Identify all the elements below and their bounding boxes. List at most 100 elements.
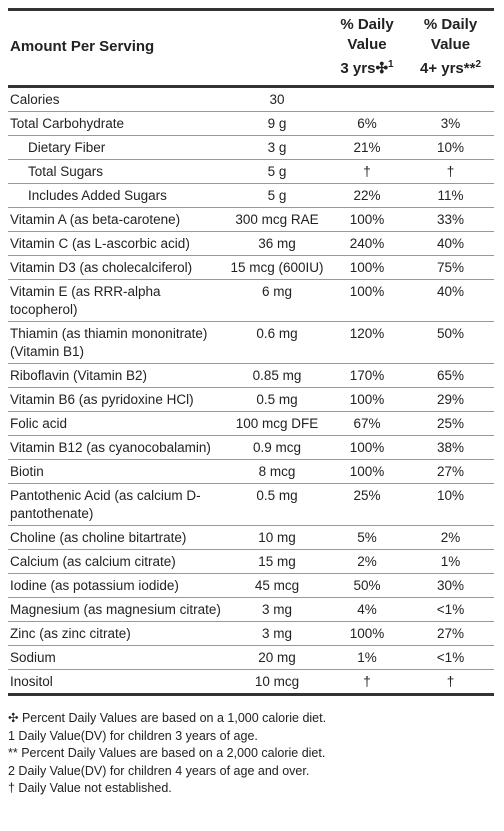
- supplement-facts: Amount Per Serving % Daily Value 3 yrs✣ 1 …: [8, 8, 494, 798]
- nutrient-row: Dietary Fiber 3 g 21% 10%: [8, 135, 494, 160]
- nutrient-name: Biotin: [8, 459, 227, 484]
- nutrient-amount: 5 g: [227, 159, 327, 184]
- daily-value: 120%: [327, 321, 407, 364]
- nutrient-name: Pantothenic Acid (as calcium D-pantothen…: [8, 483, 227, 526]
- nutrient-name: Choline (as choline bitartrate): [8, 525, 227, 550]
- nutrient-name: Total Carbohydrate: [8, 111, 227, 136]
- nutrient-amount: 3 g: [227, 135, 327, 160]
- nutrient-row: Riboflavin (Vitamin B2) 0.85 mg 170% 65%: [8, 363, 494, 388]
- nutrient-amount: 36 mg: [227, 231, 327, 256]
- daily-value: 100%: [327, 459, 407, 484]
- footnote: ✣ Percent Daily Values are based on a 1,…: [8, 711, 327, 725]
- dv-title: % Daily Value: [340, 16, 394, 53]
- nutrient-row: Total Carbohydrate 9 g 6% 3%: [8, 111, 494, 136]
- nutrient-row: Vitamin D3 (as cholecalciferol) 15 mcg (6…: [8, 255, 494, 280]
- nutrient-row: Pantothenic Acid (as calcium D-pantothen…: [8, 483, 494, 526]
- daily-value: 27%: [407, 621, 494, 646]
- nutrient-amount: 300 mcg RAE: [227, 207, 327, 232]
- nutrient-name: Dietary Fiber: [8, 135, 227, 160]
- nutrient-amount: 3 mg: [227, 621, 327, 646]
- nutrient-amount: 30: [227, 86, 327, 112]
- nutrient-name: Includes Added Sugars: [8, 183, 227, 208]
- daily-value: 2%: [407, 525, 494, 550]
- amount-header: Amount Per Serving: [8, 8, 227, 88]
- daily-value: [407, 86, 494, 112]
- daily-value: 100%: [327, 279, 407, 322]
- nutrient-row: Sodium 20 mg 1% <1%: [8, 645, 494, 670]
- nutrient-name: Calcium (as calcium citrate): [8, 549, 227, 574]
- nutrient-row: Folic acid 100 mcg DFE 67% 25%: [8, 411, 494, 436]
- nutrient-row: Thiamin (as thiamin mononitrate) (Vitami…: [8, 321, 494, 364]
- nutrient-row: Inositol 10 mcg † †: [8, 669, 494, 696]
- daily-value: 50%: [407, 321, 494, 364]
- nutrient-row: Vitamin E (as RRR-alpha tocopherol) 6 mg 1…: [8, 279, 494, 322]
- daily-value: 38%: [407, 435, 494, 460]
- daily-value: 30%: [407, 573, 494, 598]
- nutrient-name: Vitamin E (as RRR-alpha tocopherol): [8, 279, 227, 322]
- nutrient-row: Biotin 8 mcg 100% 27%: [8, 459, 494, 484]
- daily-value: 10%: [407, 135, 494, 160]
- nutrient-name: Calories: [8, 86, 227, 112]
- nutrient-name: Vitamin C (as L-ascorbic acid): [8, 231, 227, 256]
- daily-value: 40%: [407, 279, 494, 322]
- daily-value: [327, 86, 407, 112]
- daily-value: 100%: [327, 207, 407, 232]
- nutrient-name: Sodium: [8, 645, 227, 670]
- nutrient-row: Vitamin C (as L-ascorbic acid) 36 mg 240% 4…: [8, 231, 494, 256]
- nutrient-amount: 5 g: [227, 183, 327, 208]
- nutrient-name: Inositol: [8, 669, 227, 696]
- daily-value: 29%: [407, 387, 494, 412]
- nutrient-amount: 9 g: [227, 111, 327, 136]
- daily-value: 6%: [327, 111, 407, 136]
- nutrient-row: Zinc (as zinc citrate) 3 mg 100% 27%: [8, 621, 494, 646]
- facts-table: Amount Per Serving % Daily Value 3 yrs✣1 …: [8, 8, 494, 696]
- nutrient-name: Vitamin B6 (as pyridoxine HCl): [8, 387, 227, 412]
- nutrient-amount: 20 mg: [227, 645, 327, 670]
- daily-value: <1%: [407, 645, 494, 670]
- dv-basis: 4+ yrs**: [419, 60, 476, 77]
- daily-value: 10%: [407, 483, 494, 526]
- nutrient-amount: 10 mcg: [227, 669, 327, 696]
- nutrient-row: Vitamin B12 (as cyanocobalamin) 0.9 mcg 10…: [8, 435, 494, 460]
- nutrient-row: Vitamin B6 (as pyridoxine HCl) 0.5 mg 100%…: [8, 387, 494, 412]
- daily-value: 100%: [327, 621, 407, 646]
- daily-value: 40%: [407, 231, 494, 256]
- daily-value: 4%: [327, 597, 407, 622]
- dv-note: 1: [388, 59, 394, 70]
- nutrient-amount: 6 mg: [227, 279, 327, 322]
- daily-value: 65%: [407, 363, 494, 388]
- daily-value: 22%: [327, 183, 407, 208]
- daily-value: 100%: [327, 387, 407, 412]
- nutrient-amount: 15 mcg (600IU): [227, 255, 327, 280]
- daily-value: 11%: [407, 183, 494, 208]
- footnote: ** Percent Daily Values are based on a 2…: [8, 746, 326, 760]
- daily-value: 21%: [327, 135, 407, 160]
- daily-value: 5%: [327, 525, 407, 550]
- nutrient-row: Calories 30: [8, 86, 494, 112]
- daily-value: †: [327, 669, 407, 696]
- footnotes: ✣ Percent Daily Values are based on a 1,…: [8, 710, 494, 798]
- daily-value: 33%: [407, 207, 494, 232]
- nutrient-amount: 3 mg: [227, 597, 327, 622]
- daily-value: †: [407, 159, 494, 184]
- nutrient-name: Vitamin D3 (as cholecalciferol): [8, 255, 227, 280]
- daily-value: 170%: [327, 363, 407, 388]
- daily-value: 240%: [327, 231, 407, 256]
- nutrient-name: Vitamin B12 (as cyanocobalamin): [8, 435, 227, 460]
- nutrient-amount: 0.85 mg: [227, 363, 327, 388]
- nutrient-amount: 0.5 mg: [227, 387, 327, 412]
- nutrient-row: Vitamin A (as beta-carotene) 300 mcg RAE 1…: [8, 207, 494, 232]
- footnote: 1 Daily Value(DV) for children 3 years o…: [8, 728, 258, 743]
- daily-value: 67%: [327, 411, 407, 436]
- nutrient-name: Magnesium (as magnesium citrate): [8, 597, 227, 622]
- nutrient-name: Thiamin (as thiamin mononitrate) (Vitami…: [8, 321, 227, 364]
- daily-value: 25%: [327, 483, 407, 526]
- nutrient-amount: 15 mg: [227, 549, 327, 574]
- daily-value: 1%: [407, 549, 494, 574]
- nutrient-amount: 0.5 mg: [227, 483, 327, 526]
- daily-value: 2%: [327, 549, 407, 574]
- nutrient-name: Riboflavin (Vitamin B2): [8, 363, 227, 388]
- daily-value: †: [407, 669, 494, 696]
- daily-value: 100%: [327, 435, 407, 460]
